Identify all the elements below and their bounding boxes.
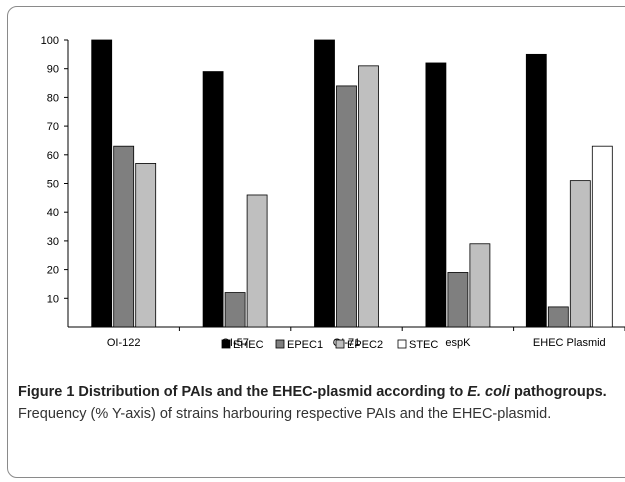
y-tick-label: 20	[47, 265, 59, 277]
caption-title-part2: pathogroups.	[510, 384, 607, 400]
caption-description: Frequency (% Y-axis) of strains harbouri…	[18, 406, 552, 422]
bar-epec1	[547, 306, 569, 328]
legend-swatch-ehec	[221, 339, 231, 349]
bar-ehec	[314, 39, 335, 328]
bar-epec2	[569, 180, 591, 328]
legend-swatch-epec2	[335, 339, 345, 349]
bar-epec1	[224, 292, 246, 328]
bar-ehec	[202, 71, 224, 328]
bar-epec2	[246, 194, 268, 328]
y-tick-label: 10	[47, 293, 59, 305]
bar-epec2	[469, 243, 491, 328]
legend-swatch-epec1	[275, 339, 285, 349]
y-tick-label: 90	[47, 64, 59, 76]
legend-swatch-stec	[397, 339, 407, 349]
y-tick-label: 50	[47, 179, 59, 191]
x-tick-label: espK	[445, 337, 471, 349]
legend-label-ehec: EHEC	[233, 339, 264, 351]
bar-ehec	[525, 53, 547, 328]
x-tick-label: OI-122	[107, 337, 141, 349]
bar-ehec	[425, 62, 447, 328]
bar-epec2	[135, 163, 157, 328]
y-tick-label: 30	[47, 236, 59, 248]
y-tick-label: 80	[47, 92, 59, 104]
x-tick-label: EHEC Plasmid	[533, 337, 606, 349]
y-tick-label: 100	[41, 35, 59, 47]
legend-label-stec: STEC	[409, 339, 438, 351]
caption-title-part1: Figure 1 Distribution of PAIs and the EH…	[18, 384, 468, 400]
bar-epec2	[358, 65, 379, 328]
bar-stec	[591, 145, 613, 328]
y-tick-label: 40	[47, 207, 59, 219]
bar-epec1	[336, 85, 357, 328]
legend-label-epec1: EPEC1	[287, 339, 323, 351]
legend-label-epec2: EPEC2	[347, 339, 383, 351]
y-tick-label: 60	[47, 150, 59, 162]
bar-epec1	[113, 145, 135, 328]
figure-caption: Figure 1 Distribution of PAIs and the EH…	[18, 381, 618, 425]
caption-species: E. coli	[467, 384, 510, 400]
bar-ehec	[91, 39, 113, 328]
y-tick-label: 70	[47, 121, 59, 133]
bar-epec1	[447, 272, 469, 328]
